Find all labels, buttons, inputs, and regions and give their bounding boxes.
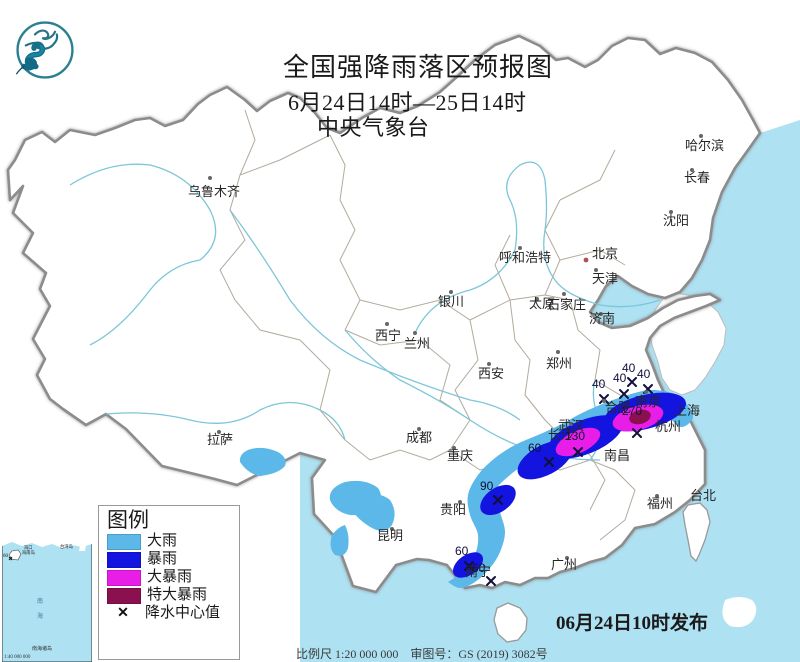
svg-text:南京: 南京 bbox=[635, 394, 661, 409]
svg-text:贵阳: 贵阳 bbox=[440, 502, 466, 517]
svg-text:南宁: 南宁 bbox=[465, 564, 491, 579]
svg-text:上海: 上海 bbox=[674, 403, 700, 418]
svg-text:南昌: 南昌 bbox=[604, 448, 630, 463]
svg-text:拉萨: 拉萨 bbox=[207, 432, 233, 447]
svg-text:南: 南 bbox=[37, 597, 43, 605]
svg-text:昆明: 昆明 bbox=[377, 528, 403, 543]
svg-text:杭州: 杭州 bbox=[655, 419, 681, 434]
svg-text:银川: 银川 bbox=[438, 294, 464, 309]
svg-text:海南岛: 海南岛 bbox=[22, 549, 35, 556]
svg-text:海: 海 bbox=[37, 612, 43, 620]
svg-text:重庆: 重庆 bbox=[447, 448, 473, 463]
svg-text:广州: 广州 bbox=[551, 557, 577, 572]
svg-text:石家庄: 石家庄 bbox=[547, 297, 586, 312]
svg-text:40: 40 bbox=[637, 367, 651, 381]
svg-text:北京: 北京 bbox=[592, 246, 618, 261]
svg-text:长春: 长春 bbox=[684, 170, 710, 185]
svg-text:成都: 成都 bbox=[406, 430, 432, 445]
svg-text:40: 40 bbox=[592, 377, 606, 391]
svg-text:1:40 000 000: 1:40 000 000 bbox=[4, 655, 31, 660]
svg-text:西安: 西安 bbox=[478, 366, 504, 381]
svg-text:40: 40 bbox=[622, 361, 636, 375]
svg-text:乌鲁木齐: 乌鲁木齐 bbox=[188, 184, 240, 199]
svg-text:郑州: 郑州 bbox=[546, 356, 572, 371]
svg-text:天津: 天津 bbox=[592, 271, 618, 286]
svg-text:90: 90 bbox=[480, 479, 494, 493]
svg-text:台湾岛: 台湾岛 bbox=[60, 543, 73, 550]
svg-text:合肥: 合肥 bbox=[605, 400, 631, 415]
svg-text:兰州: 兰州 bbox=[404, 336, 430, 351]
svg-text:福州: 福州 bbox=[647, 496, 673, 511]
svg-text:60: 60 bbox=[455, 544, 469, 558]
svg-text:长沙: 长沙 bbox=[548, 427, 574, 442]
svg-text:西宁: 西宁 bbox=[375, 328, 401, 343]
svg-text:呼和浩特: 呼和浩特 bbox=[499, 250, 551, 265]
svg-text:沈阳: 沈阳 bbox=[663, 213, 689, 228]
svg-text:60: 60 bbox=[528, 441, 542, 455]
svg-text:60: 60 bbox=[3, 554, 9, 559]
svg-text:哈尔滨: 哈尔滨 bbox=[685, 138, 724, 153]
svg-text:济南: 济南 bbox=[589, 311, 615, 326]
svg-text:南海诸岛: 南海诸岛 bbox=[32, 645, 52, 652]
svg-text:台北: 台北 bbox=[690, 488, 716, 503]
